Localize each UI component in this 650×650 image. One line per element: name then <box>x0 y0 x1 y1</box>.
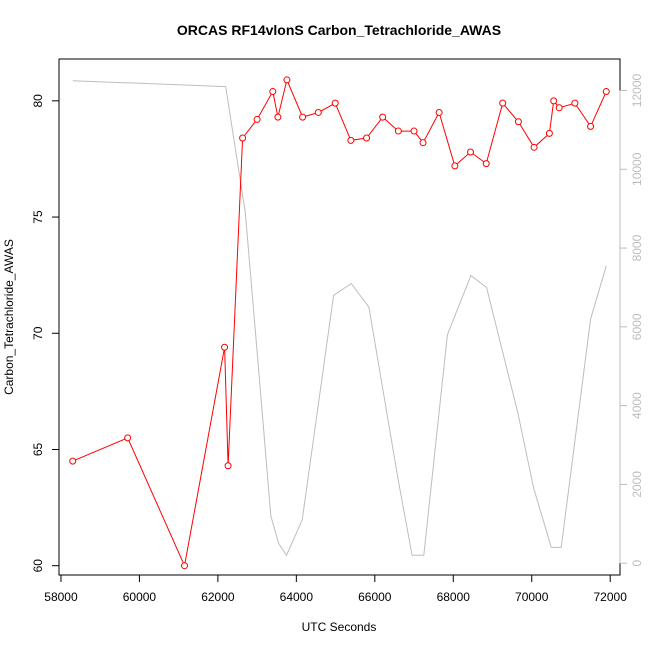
data-point <box>363 134 371 142</box>
data-point <box>499 99 507 107</box>
data-point <box>224 462 232 470</box>
left-tick-label: 60 <box>31 559 45 573</box>
bottom-tick-label: 60000 <box>123 590 157 604</box>
bottom-tick-label: 62000 <box>201 590 235 604</box>
series-left <box>69 76 610 570</box>
bottom-tick-label: 70000 <box>515 590 549 604</box>
data-point <box>435 108 443 116</box>
data-point <box>239 134 247 142</box>
left-tick-label: 75 <box>31 210 45 224</box>
data-point <box>451 162 459 170</box>
right-tick-label: 10000 <box>630 152 644 186</box>
data-point <box>274 113 282 121</box>
series-line <box>72 78 607 568</box>
left-axis: 60 65 70 75 80 <box>31 94 60 573</box>
left-tick-label: 80 <box>31 94 45 108</box>
bottom-tick-label: 72000 <box>594 590 628 604</box>
bottom-tick-label: 64000 <box>280 590 314 604</box>
data-point <box>550 97 558 105</box>
right-tick-label: 2000 <box>630 471 644 498</box>
data-point <box>181 562 189 570</box>
data-point <box>419 139 427 147</box>
data-point <box>347 136 355 144</box>
data-point <box>124 434 132 442</box>
right-tick-label: 0 <box>630 560 644 567</box>
bottom-tick-label: 66000 <box>358 590 392 604</box>
left-tick-label: 65 <box>31 442 45 456</box>
series-line <box>72 80 607 557</box>
data-point <box>545 129 553 137</box>
right-tick-label: 6000 <box>630 313 644 340</box>
right-tick-label: 12000 <box>630 74 644 108</box>
data-point <box>69 457 77 465</box>
data-point <box>602 88 610 96</box>
data-point <box>587 122 595 130</box>
data-point <box>283 76 291 84</box>
data-point <box>467 148 475 156</box>
plot-frame <box>58 58 621 576</box>
chart-title: ORCAS RF14vlonS Carbon_Tetrachloride_AWA… <box>177 22 501 38</box>
data-point <box>269 88 277 96</box>
data-point <box>482 160 490 168</box>
right-tick-label: 8000 <box>630 234 644 261</box>
bottom-tick-label: 58000 <box>44 590 78 604</box>
bottom-axis: 58000 60000 62000 64000 66000 68000 70000 72000 <box>44 574 628 604</box>
data-point <box>571 99 579 107</box>
left-tick-label: 70 <box>31 326 45 340</box>
data-point <box>530 143 538 151</box>
data-point <box>253 115 261 123</box>
y-axis-label: Carbon_Tetrachloride_AWAS <box>2 239 16 395</box>
series-right <box>72 80 607 557</box>
data-point <box>555 104 563 112</box>
series-layer <box>69 76 610 570</box>
data-point <box>379 113 387 121</box>
data-point <box>299 113 307 121</box>
x-axis-label: UTC Seconds <box>302 620 377 634</box>
right-tick-label: 4000 <box>630 392 644 419</box>
data-point <box>221 343 229 351</box>
data-point <box>331 99 339 107</box>
data-point <box>514 118 522 126</box>
data-point <box>410 127 418 135</box>
right-axis: 0 2000 4000 6000 8000 10000 12000 <box>619 74 644 567</box>
data-point <box>394 127 402 135</box>
data-point <box>314 108 322 116</box>
bottom-tick-label: 68000 <box>437 590 471 604</box>
